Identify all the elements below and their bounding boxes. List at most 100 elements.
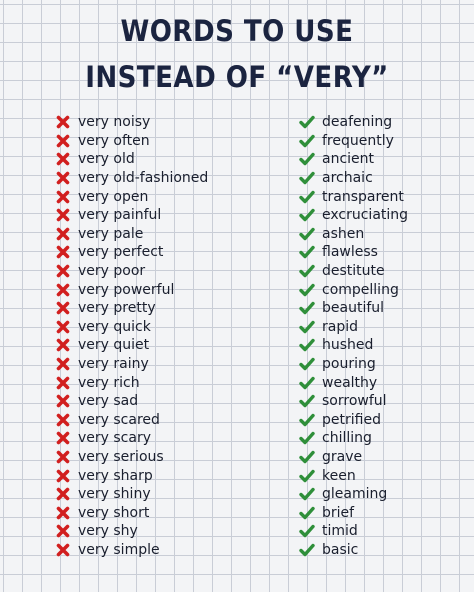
cross-icon xyxy=(54,412,72,428)
better-word-item: gleaming xyxy=(298,485,408,504)
very-words-list: very noisy very often very old very old-fas… xyxy=(54,113,208,559)
very-word-item: very perfect xyxy=(54,243,208,262)
cross-icon xyxy=(54,151,72,167)
better-word-label: archaic xyxy=(322,170,373,187)
better-word-label: frequently xyxy=(322,132,394,149)
cross-icon xyxy=(54,319,72,335)
check-icon xyxy=(298,300,316,316)
check-icon xyxy=(298,207,316,223)
cross-icon xyxy=(54,133,72,149)
check-icon xyxy=(298,468,316,484)
check-icon xyxy=(298,356,316,372)
better-word-item: basic xyxy=(298,541,408,560)
better-word-item: chilling xyxy=(298,429,408,448)
title-line-1: WORDS TO USE xyxy=(120,14,354,48)
better-word-label: timid xyxy=(322,523,358,540)
very-word-item: very noisy xyxy=(54,113,208,132)
cross-icon xyxy=(54,375,72,391)
better-word-item: excruciating xyxy=(298,206,408,225)
very-word-label: very rich xyxy=(78,374,140,391)
better-word-label: chilling xyxy=(322,430,372,447)
better-word-item: transparent xyxy=(298,187,408,206)
very-word-label: very sharp xyxy=(78,467,153,484)
better-word-label: deafening xyxy=(322,114,393,131)
very-word-label: very old xyxy=(78,151,135,168)
very-word-item: very scary xyxy=(54,429,208,448)
very-word-label: very sad xyxy=(78,393,139,410)
cross-icon xyxy=(54,226,72,242)
very-word-item: very pretty xyxy=(54,299,208,318)
check-icon xyxy=(298,244,316,260)
better-word-item: beautiful xyxy=(298,299,408,318)
very-word-item: very sharp xyxy=(54,466,208,485)
title-line-2: INSTEAD OF “VERY” xyxy=(85,60,389,94)
better-word-label: sorrowful xyxy=(322,393,387,410)
cross-icon xyxy=(54,523,72,539)
better-word-label: ashen xyxy=(322,225,365,242)
very-word-label: very scared xyxy=(78,411,160,428)
very-word-item: very open xyxy=(54,187,208,206)
check-icon xyxy=(298,226,316,242)
better-word-item: archaic xyxy=(298,169,408,188)
better-word-label: wealthy xyxy=(322,374,378,391)
very-word-item: very quick xyxy=(54,318,208,337)
better-word-item: wealthy xyxy=(298,373,408,392)
better-word-label: flawless xyxy=(322,244,378,261)
very-word-label: very often xyxy=(78,132,150,149)
very-word-item: very often xyxy=(54,132,208,151)
better-words-list: deafening frequently ancient archaic transpa… xyxy=(298,113,408,559)
very-word-label: very rainy xyxy=(78,356,149,373)
check-icon xyxy=(298,151,316,167)
better-word-item: flawless xyxy=(298,243,408,262)
better-word-label: beautiful xyxy=(322,300,385,317)
better-word-label: rapid xyxy=(322,318,358,335)
better-word-item: pouring xyxy=(298,355,408,374)
cross-icon xyxy=(54,189,72,205)
cross-icon xyxy=(54,114,72,130)
cross-icon xyxy=(54,170,72,186)
better-word-label: transparent xyxy=(322,188,404,205)
better-word-item: ashen xyxy=(298,225,408,244)
cross-icon xyxy=(54,542,72,558)
better-word-item: compelling xyxy=(298,280,408,299)
check-icon xyxy=(298,505,316,521)
very-word-item: very old-fashioned xyxy=(54,169,208,188)
cross-icon xyxy=(54,207,72,223)
cross-icon xyxy=(54,486,72,502)
cross-icon xyxy=(54,282,72,298)
better-word-label: petrified xyxy=(322,411,381,428)
cross-icon xyxy=(54,430,72,446)
check-icon xyxy=(298,412,316,428)
very-word-item: very serious xyxy=(54,448,208,467)
very-word-label: very pretty xyxy=(78,300,156,317)
very-word-label: very open xyxy=(78,188,149,205)
cross-icon xyxy=(54,449,72,465)
better-word-label: destitute xyxy=(322,263,385,280)
better-word-item: rapid xyxy=(298,318,408,337)
better-word-label: keen xyxy=(322,467,356,484)
better-word-label: grave xyxy=(322,448,363,465)
better-word-item: grave xyxy=(298,448,408,467)
check-icon xyxy=(298,337,316,353)
check-icon xyxy=(298,449,316,465)
very-word-label: very painful xyxy=(78,207,162,224)
very-word-item: very rainy xyxy=(54,355,208,374)
very-word-label: very short xyxy=(78,504,150,521)
cross-icon xyxy=(54,263,72,279)
very-word-label: very noisy xyxy=(78,114,151,131)
very-word-item: very short xyxy=(54,503,208,522)
very-word-label: very poor xyxy=(78,263,146,280)
check-icon xyxy=(298,486,316,502)
cross-icon xyxy=(54,393,72,409)
better-word-item: sorrowful xyxy=(298,392,408,411)
check-icon xyxy=(298,393,316,409)
very-word-item: very rich xyxy=(54,373,208,392)
better-word-item: timid xyxy=(298,522,408,541)
better-word-item: deafening xyxy=(298,113,408,132)
very-word-label: very serious xyxy=(78,448,164,465)
better-word-item: petrified xyxy=(298,411,408,430)
better-word-label: ancient xyxy=(322,151,375,168)
better-word-label: hushed xyxy=(322,337,374,354)
very-word-item: very shy xyxy=(54,522,208,541)
